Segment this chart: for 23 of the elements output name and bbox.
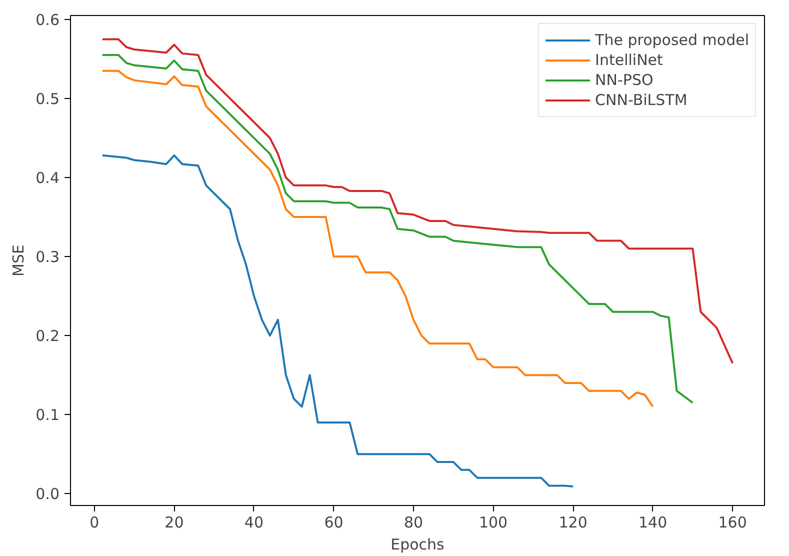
x-tick-label: 120 xyxy=(558,514,588,532)
legend-label: IntelliNet xyxy=(595,51,663,69)
x-tick-label: 0 xyxy=(90,514,100,532)
x-tick-label: 20 xyxy=(164,514,184,532)
x-tick-label: 80 xyxy=(404,514,424,532)
legend-label: The proposed model xyxy=(595,31,749,49)
x-tick-label: 100 xyxy=(478,514,508,532)
x-tick-label: 40 xyxy=(244,514,264,532)
y-tick-label: 0.3 xyxy=(36,248,60,266)
y-axis-title: MSE xyxy=(10,244,28,276)
y-tick-label: 0.1 xyxy=(36,406,60,424)
x-tick-label: 60 xyxy=(324,514,344,532)
legend-label: CNN-BiLSTM xyxy=(595,91,688,109)
x-tick-label: 160 xyxy=(718,514,747,532)
x-axis-title: Epochs xyxy=(390,536,445,554)
legend-label: NN-PSO xyxy=(595,71,654,89)
y-tick-label: 0.2 xyxy=(36,327,60,346)
y-tick-label: 0.0 xyxy=(36,485,60,504)
line-series xyxy=(101,154,574,488)
x-tick-label: 140 xyxy=(638,514,668,532)
y-tick-label: 0.4 xyxy=(36,169,60,188)
y-tick-label: 0.5 xyxy=(36,90,60,108)
y-tick-label: 0.6 xyxy=(36,10,60,29)
